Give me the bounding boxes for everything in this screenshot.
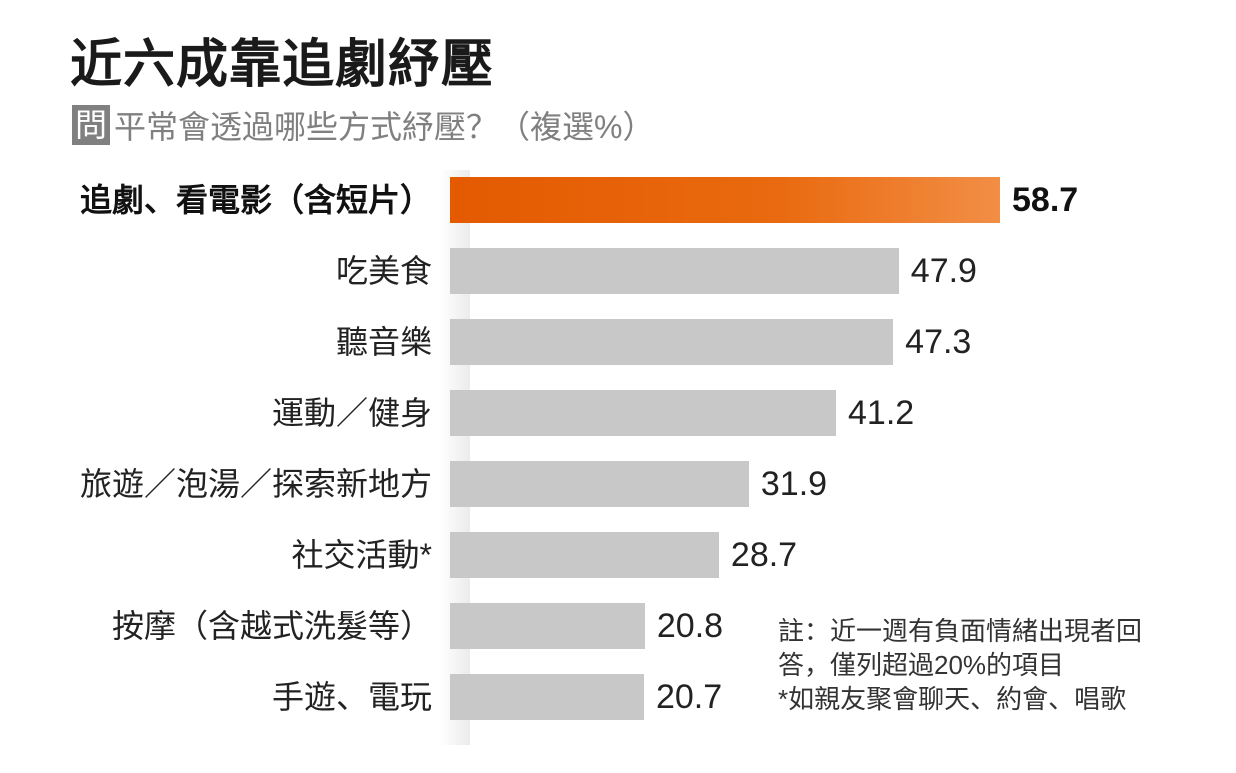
note-line: *如親友聚會聊天、約會、唱歌	[778, 684, 1127, 714]
subtitle-text: 平常會透過哪些方式紓壓？（複選%）	[114, 109, 655, 145]
bar	[450, 532, 719, 578]
category-label: 旅遊／泡湯／探索新地方	[79, 466, 432, 502]
bar	[450, 603, 645, 649]
category-label: 手遊、電玩	[271, 679, 432, 715]
value-label: 31.9	[760, 465, 828, 503]
bar	[450, 461, 749, 507]
category-label: 追劇、看電影（含短片）	[79, 182, 432, 218]
value-label: 47.3	[905, 323, 972, 361]
bar	[450, 319, 894, 365]
note-line: 答，僅列超過20%的項目	[778, 650, 1065, 680]
chart-notes: 註：近一週有負面情緒出現者回 答，僅列超過20%的項目 *如親友聚會聊天、約會、…	[778, 614, 1142, 716]
bar	[450, 177, 1000, 223]
category-label: 運動／健身	[271, 395, 432, 431]
value-label: 20.8	[656, 607, 724, 645]
category-label: 按摩（含越式洗髮等）	[111, 608, 432, 644]
value-label: 47.9	[910, 252, 977, 290]
value-label: 28.7	[730, 536, 798, 574]
category-label: 吃美食	[335, 253, 432, 289]
value-label: 58.7	[1012, 181, 1079, 219]
category-label: 社交活動*	[291, 537, 432, 573]
question-marker: 問	[72, 105, 111, 145]
note-line: 註：近一週有負面情緒出現者回	[778, 616, 1143, 646]
bar	[450, 248, 899, 294]
chart-subtitle: 問 平常會透過哪些方式紓壓？（複選%）	[72, 102, 654, 148]
value-label: 41.2	[848, 394, 915, 432]
bar	[450, 674, 644, 720]
value-label: 20.7	[655, 678, 723, 716]
bar	[450, 390, 837, 436]
chart-title: 近六成靠追劇紓壓	[70, 36, 495, 94]
category-label: 聽音樂	[335, 324, 432, 360]
